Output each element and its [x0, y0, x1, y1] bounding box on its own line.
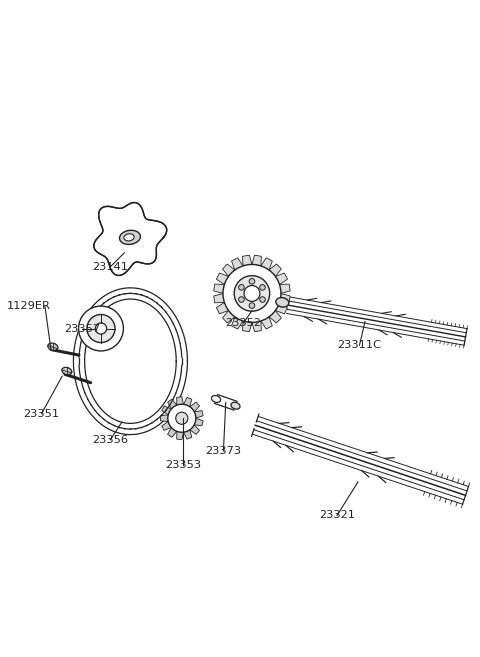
Polygon shape [216, 302, 228, 314]
Polygon shape [269, 264, 281, 277]
Circle shape [168, 404, 196, 432]
Text: 23141: 23141 [92, 261, 128, 272]
Ellipse shape [239, 297, 244, 302]
Text: 23356: 23356 [92, 435, 128, 445]
Text: 23311C: 23311C [337, 340, 382, 350]
Polygon shape [177, 432, 183, 440]
Polygon shape [231, 258, 243, 270]
Polygon shape [242, 255, 252, 266]
Polygon shape [160, 415, 168, 422]
Polygon shape [252, 255, 261, 266]
Polygon shape [183, 430, 192, 439]
Ellipse shape [212, 396, 221, 403]
Text: 23351: 23351 [24, 409, 60, 419]
Circle shape [79, 306, 123, 351]
Ellipse shape [231, 402, 240, 409]
Text: 23321: 23321 [319, 510, 355, 520]
Circle shape [87, 315, 115, 342]
Circle shape [223, 265, 281, 323]
Polygon shape [190, 425, 200, 434]
Polygon shape [168, 428, 177, 438]
Ellipse shape [249, 279, 255, 284]
Polygon shape [183, 397, 192, 407]
Ellipse shape [260, 297, 265, 302]
Circle shape [234, 276, 270, 311]
Polygon shape [190, 402, 200, 412]
Polygon shape [279, 284, 290, 294]
Text: 1129ER: 1129ER [7, 301, 50, 311]
Text: 23353: 23353 [165, 460, 201, 470]
Polygon shape [279, 294, 290, 303]
Polygon shape [231, 317, 243, 329]
Ellipse shape [120, 230, 141, 244]
Ellipse shape [260, 284, 265, 290]
Polygon shape [276, 302, 288, 314]
Polygon shape [276, 273, 288, 284]
Polygon shape [242, 321, 252, 332]
Ellipse shape [62, 367, 72, 374]
Polygon shape [216, 273, 228, 284]
Polygon shape [162, 406, 171, 415]
Ellipse shape [48, 343, 58, 350]
Circle shape [96, 323, 107, 334]
Polygon shape [252, 321, 261, 332]
Circle shape [176, 412, 188, 424]
Text: 23373: 23373 [205, 446, 241, 456]
Circle shape [244, 286, 260, 302]
Polygon shape [261, 258, 272, 270]
Polygon shape [261, 317, 272, 329]
Polygon shape [194, 411, 203, 419]
Polygon shape [269, 311, 281, 323]
Polygon shape [177, 397, 183, 405]
Ellipse shape [239, 284, 244, 290]
Text: 23357: 23357 [64, 323, 100, 334]
Polygon shape [194, 419, 203, 426]
Ellipse shape [249, 303, 255, 308]
Text: 23352: 23352 [226, 318, 262, 328]
Ellipse shape [124, 234, 134, 241]
Polygon shape [94, 202, 167, 275]
Polygon shape [214, 294, 224, 303]
Polygon shape [162, 422, 171, 430]
Polygon shape [168, 399, 177, 409]
Polygon shape [223, 311, 235, 323]
Polygon shape [223, 264, 235, 277]
Polygon shape [214, 284, 224, 294]
Ellipse shape [276, 298, 289, 307]
